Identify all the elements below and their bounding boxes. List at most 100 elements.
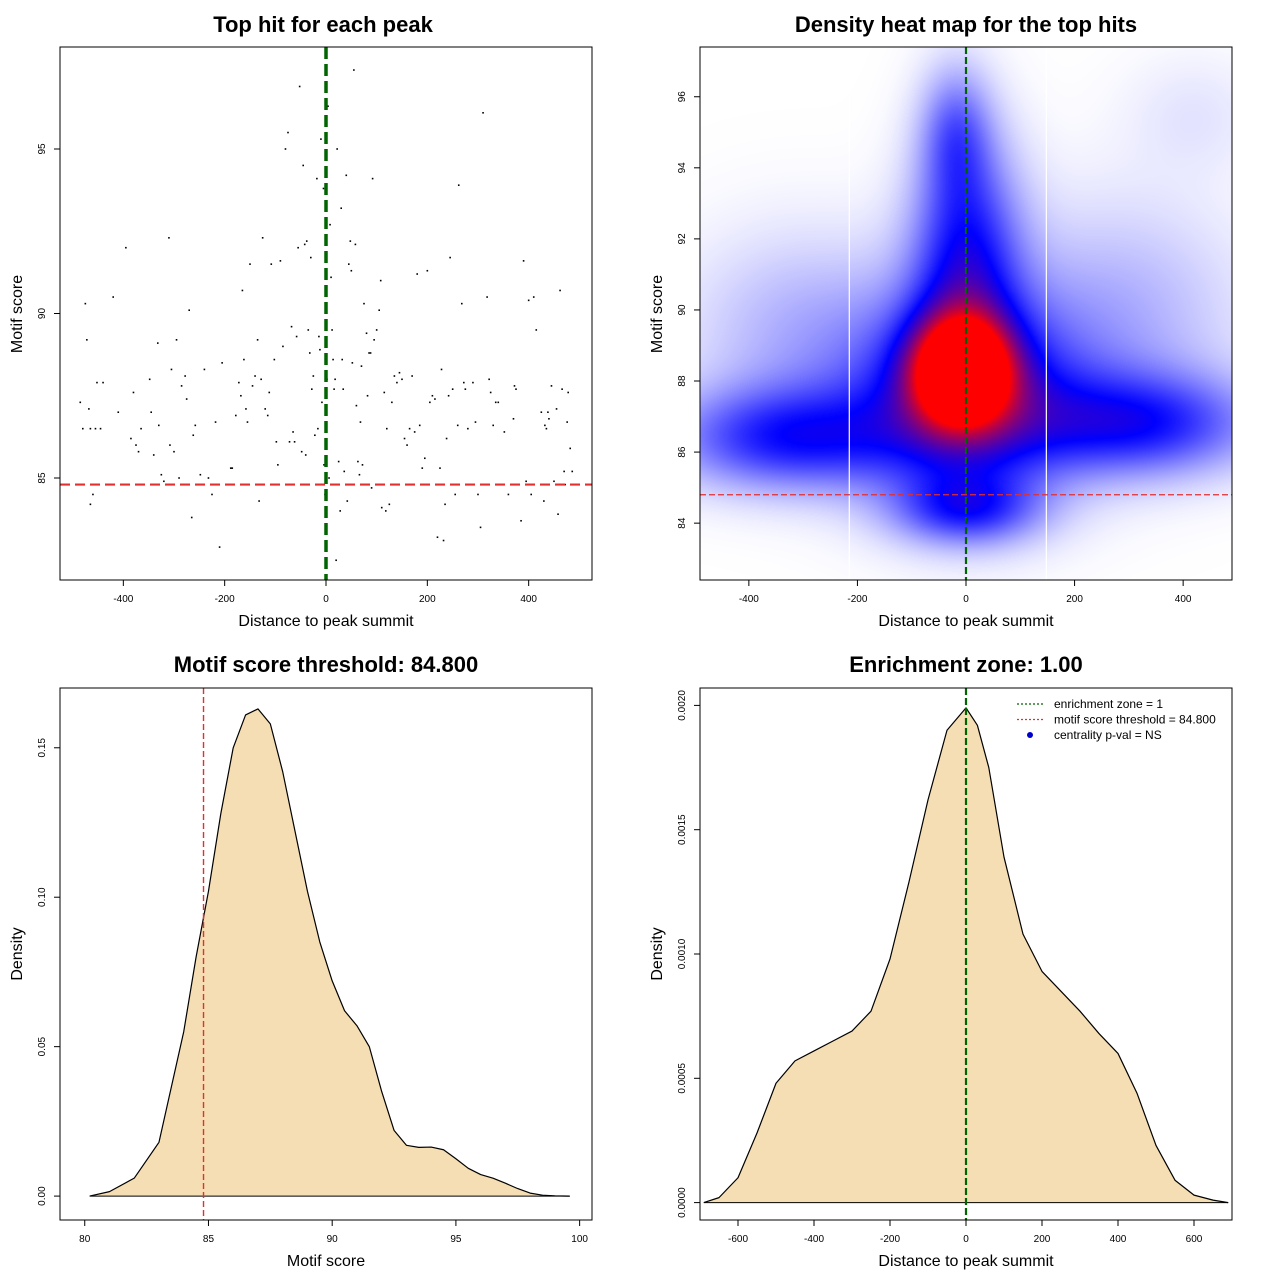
data-point [312, 375, 315, 377]
data-point [341, 358, 344, 361]
data-point [240, 394, 242, 397]
plot-frame [59, 687, 593, 1221]
data-point [513, 385, 516, 387]
data-point [456, 424, 459, 427]
density-curve [703, 707, 1229, 1204]
y-tick-label: 95 [37, 143, 48, 155]
data-point [235, 414, 237, 417]
data-point [256, 339, 259, 341]
data-point [79, 401, 82, 404]
data-point [342, 388, 345, 390]
data-point [494, 401, 497, 404]
y-axis-label: Motif score [9, 275, 26, 353]
data-point [416, 273, 418, 275]
x-axis-label: Motif score [287, 1253, 365, 1270]
x-axis-label: Distance to peak summit [878, 613, 1054, 630]
data-point [444, 503, 446, 506]
data-point [302, 164, 304, 167]
data-point [156, 342, 159, 344]
data-point [527, 299, 530, 302]
legend-label: motif score threshold = 84.800 [1054, 713, 1216, 727]
y-tick-label: 0.15 [37, 738, 48, 758]
data-point [270, 263, 273, 265]
data-point [238, 381, 240, 384]
data-point [373, 339, 375, 341]
data-point [130, 437, 132, 440]
data-point [424, 457, 426, 460]
y-tick-label: 0.0010 [677, 938, 688, 969]
data-point [413, 431, 416, 433]
data-point [535, 329, 538, 331]
y-tick-label: 86 [677, 446, 688, 458]
plot-area [700, 47, 1232, 580]
data-point [474, 421, 477, 423]
data-point [384, 510, 387, 512]
data-point [436, 536, 439, 539]
data-point [515, 388, 517, 390]
x-tick-label: 200 [1034, 1234, 1051, 1245]
data-point [99, 427, 102, 430]
density-curve [89, 708, 570, 1197]
data-point [440, 368, 443, 371]
data-point [445, 437, 448, 440]
data-point [319, 348, 321, 351]
data-point [327, 105, 329, 108]
data-point [268, 391, 271, 394]
y-tick-label: 0.0020 [677, 690, 688, 721]
data-point [330, 276, 332, 279]
data-point [555, 408, 558, 410]
y-tick-label: 84 [677, 517, 688, 529]
data-point [357, 460, 359, 463]
data-point [520, 519, 522, 522]
data-point [548, 417, 550, 420]
data-point [316, 177, 318, 180]
data-point [540, 411, 543, 414]
data-point [383, 391, 386, 394]
data-point [89, 427, 92, 430]
distance-density-panel: Enrichment zone: 1.00 Distance to peak s… [649, 652, 1233, 1270]
data-point [140, 427, 142, 430]
data-point [403, 437, 406, 440]
data-point [112, 296, 114, 298]
data-point [96, 381, 98, 384]
data-point [199, 473, 202, 476]
data-point [451, 388, 454, 390]
data-point [254, 375, 256, 377]
data-point [369, 352, 372, 354]
data-point [332, 358, 334, 361]
heatmap-panel: Density heat map for the top hits Distan… [649, 12, 1233, 630]
chart-title: Density heat map for the top hits [795, 12, 1137, 37]
data-point [288, 441, 291, 443]
y-tick-label: 0.10 [37, 887, 48, 907]
scatter-panel: Top hit for each peak Distance to peak s… [9, 12, 593, 630]
data-point [434, 398, 436, 400]
data-point [218, 546, 221, 548]
data-point [348, 263, 350, 265]
data-point [184, 375, 186, 377]
data-point [152, 454, 155, 456]
chart-title: Top hit for each peak [213, 12, 433, 37]
data-point [532, 296, 535, 298]
data-point [550, 385, 553, 387]
data-point [308, 352, 311, 354]
x-tick-label: -600 [728, 1234, 748, 1245]
data-point [464, 388, 467, 390]
density-fill [89, 708, 570, 1197]
data-point [396, 381, 398, 384]
data-point [293, 441, 296, 443]
data-point [563, 470, 565, 473]
data-point [353, 69, 355, 71]
data-point [266, 414, 269, 417]
data-point [163, 480, 165, 483]
data-point [158, 424, 160, 427]
data-point [345, 174, 348, 177]
data-point [368, 352, 370, 354]
data-point [388, 503, 391, 506]
data-point [379, 279, 382, 282]
y-tick-label: 85 [37, 472, 48, 484]
data-point [92, 493, 94, 496]
data-point [168, 237, 170, 239]
data-point [421, 467, 424, 469]
data-point [148, 378, 151, 381]
data-point [137, 450, 140, 453]
